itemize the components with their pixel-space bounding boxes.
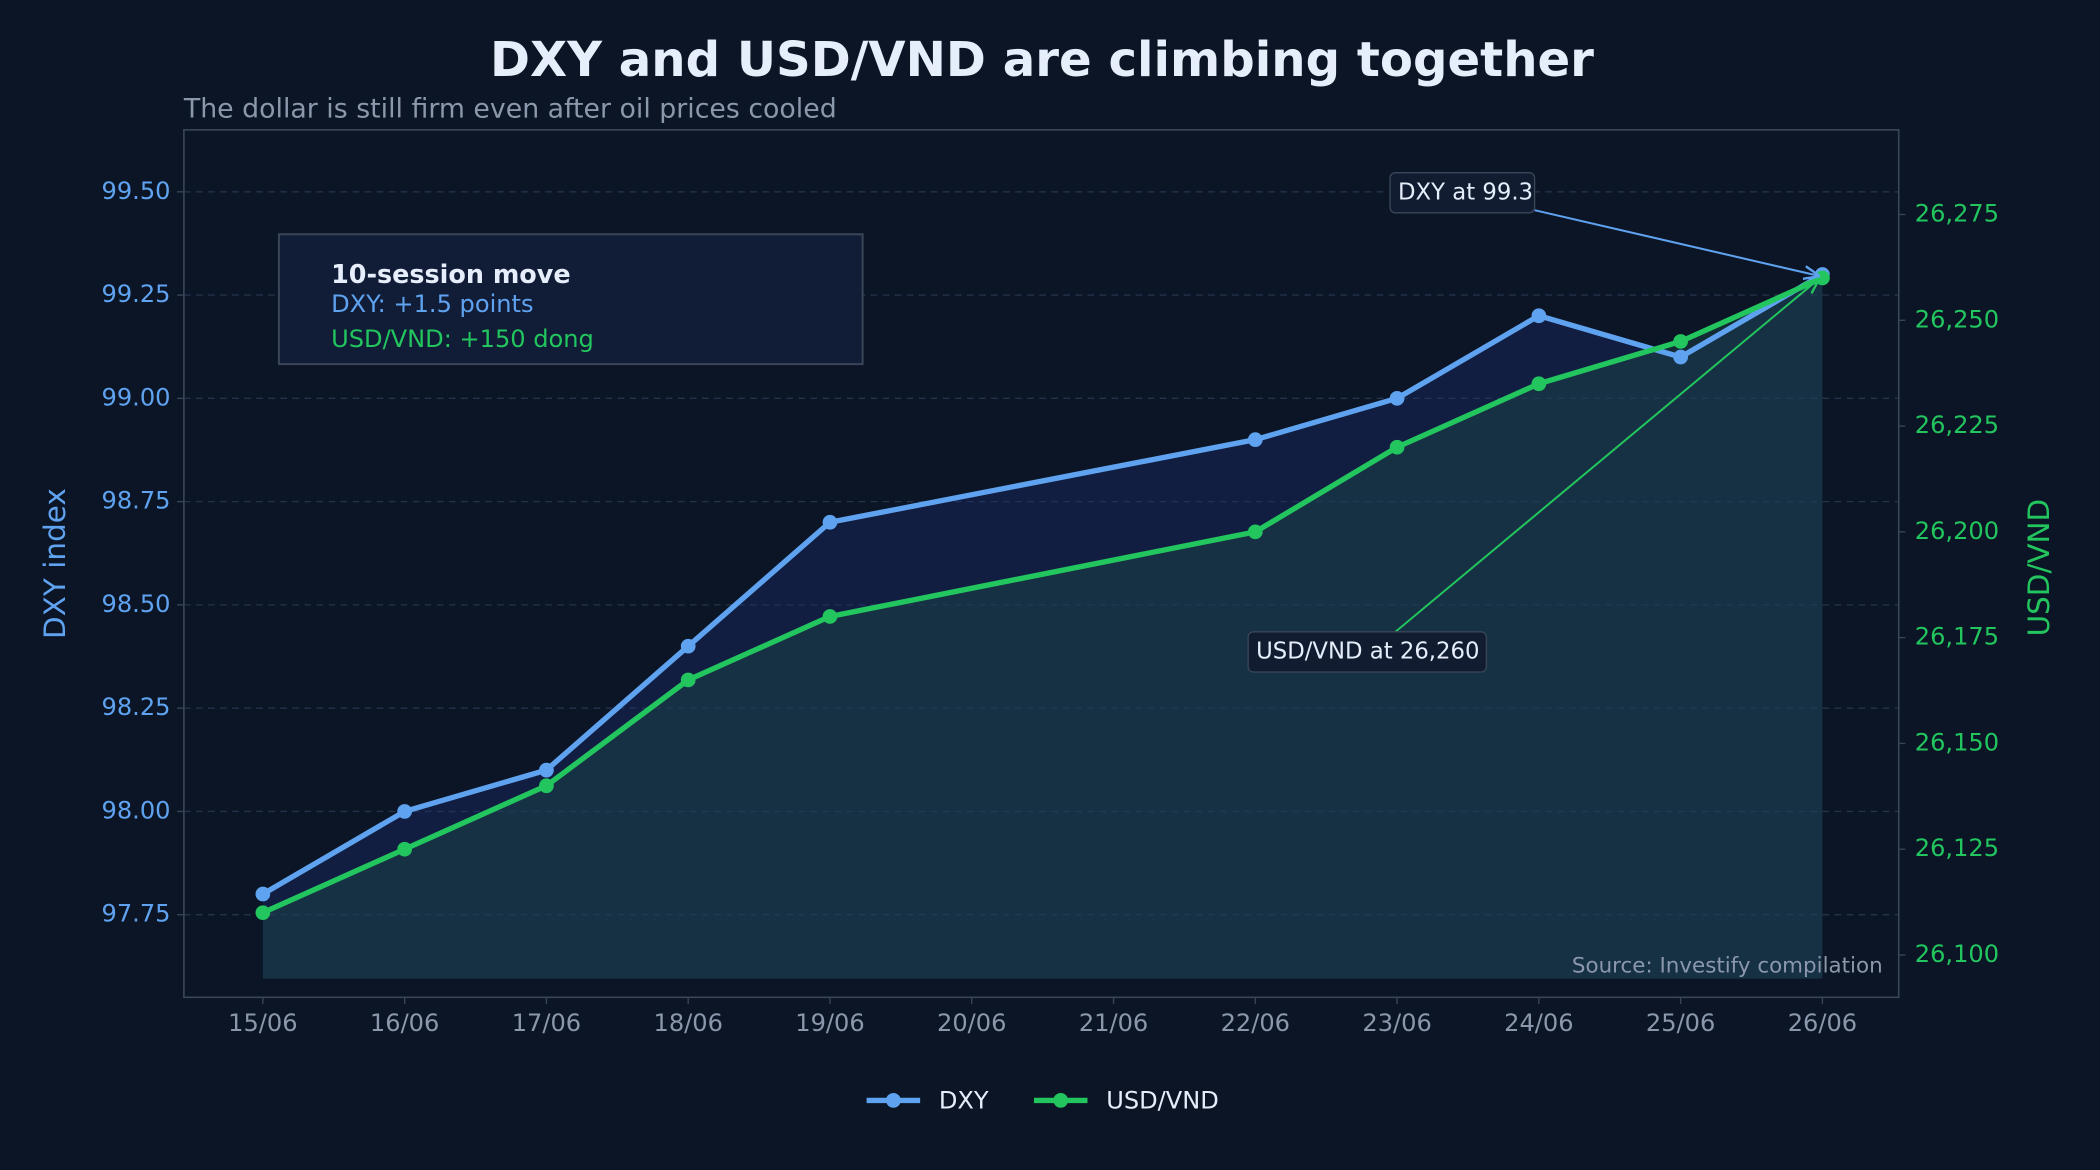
- x-tick-label: 22/06: [1221, 1009, 1290, 1037]
- x-tick-label: 17/06: [512, 1009, 581, 1037]
- point: [1389, 390, 1405, 406]
- x-tick-label: 15/06: [228, 1009, 297, 1037]
- y2-tick-label: 26,100: [1915, 940, 1999, 968]
- plot-frame: [183, 129, 1900, 999]
- y2-tick-label: 26,175: [1915, 623, 1999, 651]
- info-box: [277, 233, 864, 366]
- legend-label: USD/VND: [1106, 1087, 1219, 1115]
- point: [1247, 432, 1263, 448]
- x-tick-label: 25/06: [1646, 1009, 1715, 1037]
- y-tick-label: 98.50: [102, 590, 171, 618]
- y2-axis-label: USD/VND: [2022, 499, 2056, 637]
- annotation-text: DXY at 99.3: [1398, 179, 1533, 205]
- chart-title: DXY and USD/VND are climbing together: [490, 32, 1594, 88]
- y2-tick-label: 26,200: [1915, 517, 1999, 545]
- x-tick-label: 20/06: [937, 1009, 1006, 1037]
- y2-tick-label: 26,275: [1915, 199, 1999, 227]
- info-title: 10-session move: [331, 259, 570, 289]
- x-tick-label: 16/06: [370, 1009, 439, 1037]
- y2-tick-label: 26,150: [1915, 728, 1999, 756]
- y-tick-label: 98.25: [102, 693, 171, 721]
- annotation-arrow: [1534, 209, 1819, 276]
- series-line: [261, 275, 1824, 916]
- y-tick-label: 97.75: [102, 900, 171, 928]
- point: [1531, 308, 1547, 324]
- point: [1531, 376, 1547, 392]
- x-tick-label: 18/06: [653, 1009, 722, 1037]
- legend-marker: [1053, 1093, 1069, 1108]
- x-tick-label: 19/06: [795, 1009, 864, 1037]
- y-tick-label: 99.50: [102, 177, 171, 205]
- point: [255, 905, 271, 921]
- point: [1673, 334, 1688, 349]
- area: [262, 274, 1823, 979]
- y-tick-label: 99.00: [102, 383, 171, 411]
- annotation-arrow: [1394, 279, 1818, 633]
- point: [822, 609, 838, 624]
- chart-subtitle: The dollar is still firm even after oil …: [183, 93, 837, 124]
- point: [539, 778, 554, 794]
- point: [1673, 349, 1688, 365]
- info-line: USD/VND: +150 dong: [331, 325, 594, 353]
- x-tick-label: 23/06: [1362, 1009, 1431, 1037]
- annotation-text: USD/VND at 26,260: [1256, 638, 1479, 664]
- point: [1815, 270, 1830, 286]
- point: [1389, 439, 1405, 455]
- y-tick-label: 98.75: [102, 487, 171, 515]
- x-tick-label: 21/06: [1079, 1009, 1148, 1037]
- point: [397, 841, 413, 857]
- legend-marker: [886, 1093, 901, 1108]
- legend-label: DXY: [939, 1087, 989, 1115]
- point: [680, 672, 696, 688]
- x-tick-label: 24/06: [1504, 1009, 1573, 1037]
- y2-tick-label: 26,125: [1915, 834, 1999, 862]
- annotation-box: [1247, 631, 1488, 673]
- point: [680, 638, 696, 654]
- x-tick-label: 26/06: [1788, 1009, 1857, 1037]
- info-line: DXY: +1.5 points: [331, 290, 533, 318]
- point: [539, 762, 554, 778]
- point: [822, 514, 838, 530]
- y2-tick-label: 26,250: [1915, 305, 1999, 333]
- point: [1247, 524, 1263, 540]
- y-tick-label: 99.25: [102, 280, 171, 308]
- area: [262, 277, 1823, 979]
- y2-tick-label: 26,225: [1915, 411, 1999, 439]
- series-line: [261, 272, 1824, 897]
- annotation-box: [1389, 172, 1536, 214]
- y-tick-label: 98.00: [102, 796, 171, 824]
- y-axis-label: DXY index: [38, 488, 72, 639]
- source-note: Source: Investify compilation: [1572, 954, 1883, 979]
- point: [397, 804, 413, 819]
- point: [255, 886, 271, 902]
